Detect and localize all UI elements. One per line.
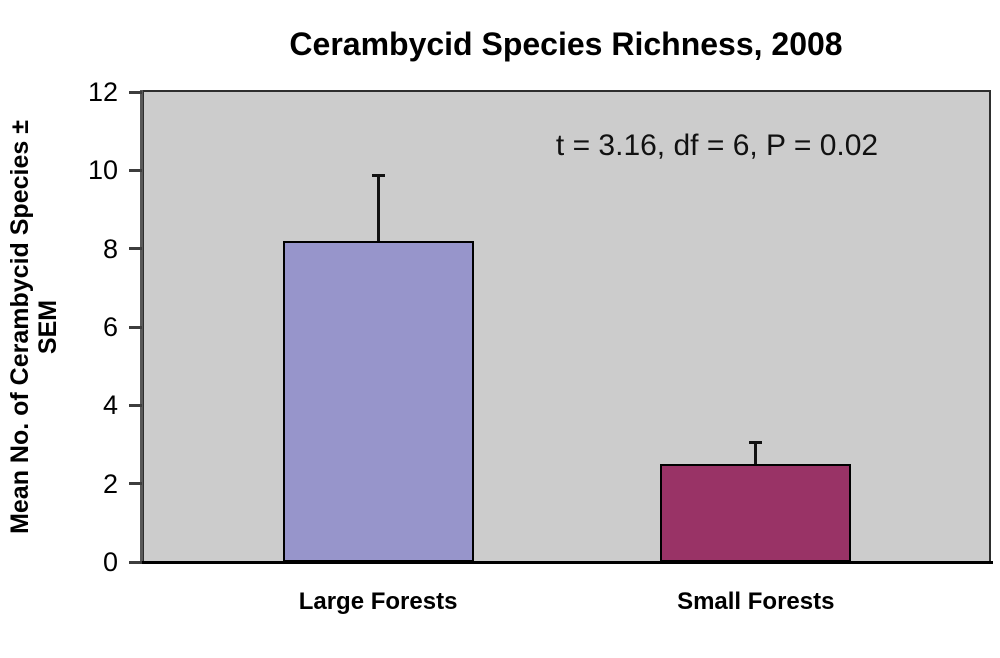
y-tick-mark-0 — [129, 560, 142, 564]
y-axis-title: Mean No. of Cerambycid Species ± SEM — [6, 120, 62, 534]
bar-large-forests — [282, 240, 474, 562]
y-tick-mark-6 — [129, 325, 142, 329]
y-tick-label-6: 6 — [102, 312, 118, 342]
y-tick-label-8: 8 — [102, 233, 118, 264]
error-bar-cap-small-forests — [749, 440, 763, 444]
error-bar-cap-large-forests — [371, 174, 385, 178]
y-tick-mark-12 — [129, 90, 142, 94]
y-axis-title-line1: Mean No. of Cerambycid Species ± — [6, 120, 34, 534]
y-tick-mark-8 — [129, 247, 142, 251]
y-tick-label-10: 10 — [87, 155, 118, 186]
plot-area: t = 3.16, df = 6, P = 0.02 — [142, 90, 991, 564]
error-bar-small-forests — [754, 440, 758, 465]
x-category-label-small-forests: Small Forests — [677, 588, 835, 615]
y-tick-label-4: 4 — [102, 390, 118, 421]
bar-small-forests — [660, 464, 852, 562]
y-tick-mark-4 — [129, 403, 142, 407]
chart-title: Cerambycid Species Richness, 2008 — [289, 26, 843, 62]
y-tick-mark-2 — [129, 482, 142, 486]
x-category-label-large-forests: Large Forests — [298, 588, 458, 615]
y-tick-label-2: 2 — [102, 468, 118, 499]
error-bar-large-forests — [376, 174, 380, 241]
x-axis-line — [129, 561, 993, 564]
y-tick-mark-10 — [129, 168, 142, 172]
y-tick-label-12: 12 — [87, 77, 118, 107]
stats-annotation: t = 3.16, df = 6, P = 0.02 — [555, 129, 879, 162]
y-tick-label-0: 0 — [102, 547, 118, 577]
